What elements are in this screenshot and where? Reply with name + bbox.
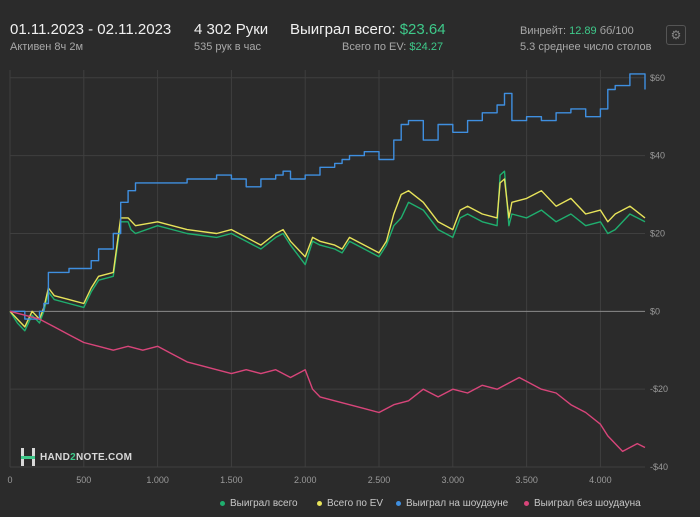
legend-dot-ev bbox=[317, 500, 322, 506]
chart-legend: Выиграл всего Всего по EV Выиграл на шоу… bbox=[0, 498, 700, 514]
legend-label-showdown: Выиграл на шоудауне bbox=[406, 498, 509, 509]
y-tick-label: -$40 bbox=[650, 462, 668, 472]
legend-item-ev[interactable]: Всего по EV bbox=[317, 498, 383, 509]
chart: 0 500 1.000 1.500 2.000 2.500 3.000 3.500 4.000 $… bbox=[7, 70, 668, 485]
y-tick-label: $40 bbox=[650, 151, 665, 161]
ev-total-value: $24.27 bbox=[409, 41, 444, 53]
y-tick-label: $0 bbox=[650, 306, 660, 316]
series-line-showdown bbox=[10, 73, 646, 320]
legend-dot-showdown bbox=[396, 500, 401, 506]
x-tick-label: 2.000 bbox=[294, 475, 317, 485]
won-total-label: Выиграл всего: bbox=[290, 21, 396, 38]
winrate: Винрейт: 12.89 бб/100 bbox=[520, 25, 634, 37]
x-tick-label: 1.500 bbox=[220, 475, 243, 485]
logo-text: HAND2NOTE.COM bbox=[40, 452, 132, 463]
stats-header: 01.11.2023 - 02.11.2023 Активен 8ч 2м 4 … bbox=[0, 0, 700, 62]
won-total: Выиграл всего: $23.64 bbox=[290, 21, 446, 38]
winrate-unit: бб/100 bbox=[599, 25, 634, 37]
x-tick-label: 0 bbox=[7, 475, 12, 485]
x-tick-label: 3.000 bbox=[442, 475, 465, 485]
x-tick-label: 1.000 bbox=[146, 475, 169, 485]
legend-item-won[interactable]: Выиграл всего bbox=[220, 498, 298, 509]
legend-label-nonshowdown: Выиграл без шоудауна bbox=[534, 498, 641, 509]
ev-total-label: Всего по EV: bbox=[342, 41, 407, 53]
y-tick-label: $60 bbox=[650, 73, 665, 83]
ev-total: Всего по EV: $24.27 bbox=[342, 41, 443, 53]
x-tick-label: 2.500 bbox=[368, 475, 391, 485]
x-tick-label: 500 bbox=[76, 475, 91, 485]
date-range[interactable]: 01.11.2023 - 02.11.2023 bbox=[10, 21, 172, 38]
series-line-won bbox=[9, 170, 646, 332]
series-line-ev bbox=[9, 178, 646, 328]
y-tick-label: $20 bbox=[650, 228, 665, 238]
x-tick-label: 4.000 bbox=[589, 475, 612, 485]
logo-h-icon bbox=[21, 448, 35, 466]
legend-label-won: Выиграл всего bbox=[230, 498, 298, 509]
legend-item-showdown[interactable]: Выиграл на шоудауне bbox=[396, 498, 508, 509]
active-time: Активен 8ч 2м bbox=[10, 41, 84, 53]
logo-text-a: HAND bbox=[40, 451, 71, 463]
logo: HAND2NOTE.COM bbox=[20, 447, 132, 467]
winrate-value: 12.89 bbox=[569, 25, 597, 37]
logo-text-b: 2 bbox=[70, 451, 76, 463]
x-tick-label: 3.500 bbox=[515, 475, 538, 485]
logo-text-c: NOTE.COM bbox=[75, 451, 133, 463]
hands-per-hour: 535 рук в час bbox=[194, 41, 262, 53]
avg-tables: 5.3 среднее число столов bbox=[520, 41, 652, 53]
won-total-value: $23.64 bbox=[399, 21, 446, 38]
legend-item-nonshowdown[interactable]: Выиграл без шоудауна bbox=[524, 498, 641, 509]
hands-count: 4 302 Руки bbox=[194, 21, 269, 38]
legend-dot-won bbox=[220, 500, 225, 506]
settings-button[interactable]: ⚙ bbox=[666, 25, 686, 45]
y-tick-label: -$20 bbox=[650, 384, 668, 394]
winrate-label: Винрейт: bbox=[520, 25, 567, 37]
series-line-nonshowdown bbox=[9, 310, 646, 453]
legend-label-ev: Всего по EV bbox=[327, 498, 384, 509]
legend-dot-nonshowdown bbox=[524, 500, 529, 506]
gear-icon: ⚙ bbox=[670, 28, 682, 42]
